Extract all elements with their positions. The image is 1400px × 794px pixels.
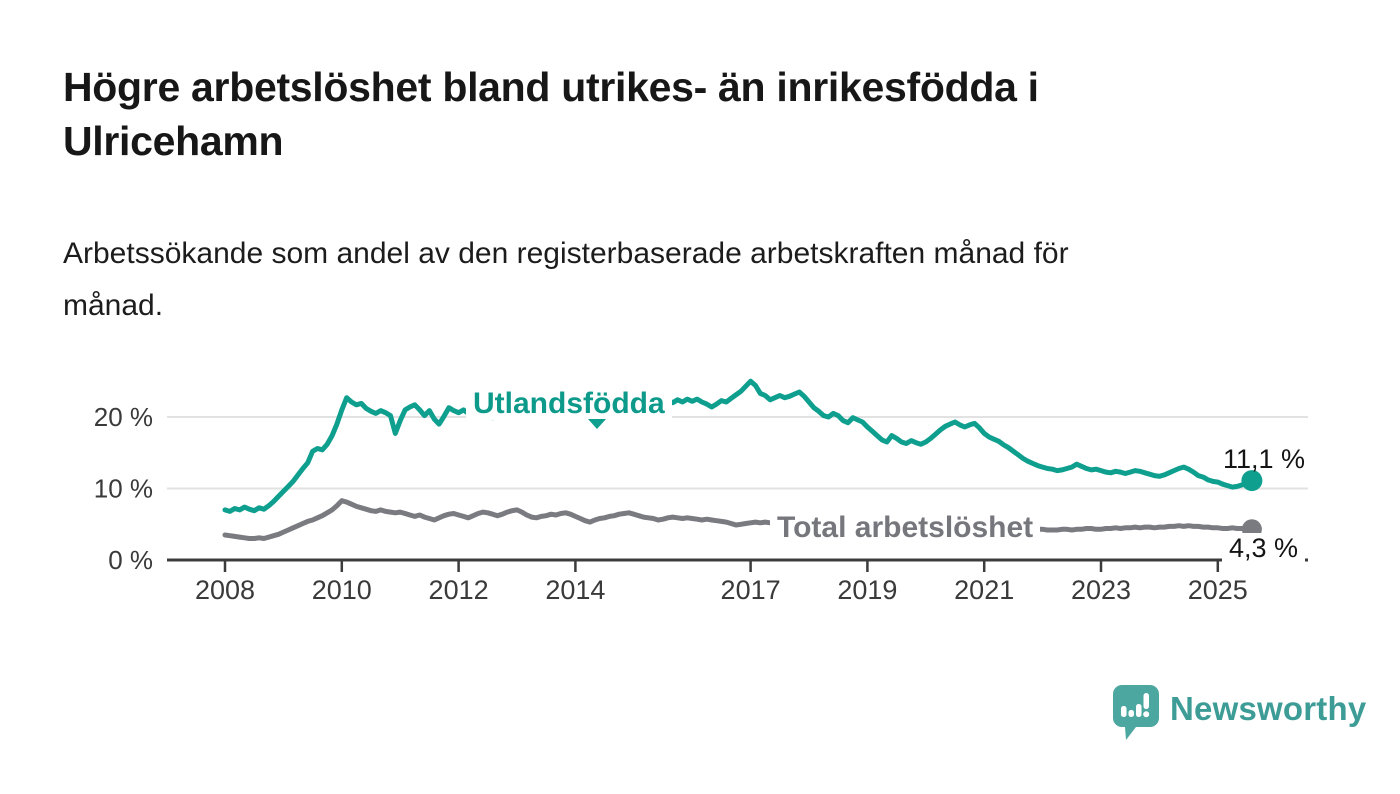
series-line-total: [222, 498, 1255, 541]
newsworthy-logo: Newsworthy: [1112, 684, 1366, 742]
newsworthy-bar-chart-bubble-icon: [1113, 685, 1159, 740]
x-tick-label: 2010: [312, 575, 372, 605]
series-label-total-arbetsloshet: Total arbetslöshet: [770, 512, 1041, 544]
page-title: Högre arbetslöshet bland utrikes- än inr…: [63, 64, 1039, 164]
endpoint-dot-utlandsfodda: [1241, 470, 1263, 492]
end-value-utlandsfodda: 11,1 %: [1223, 444, 1306, 474]
x-tick-label: 2008: [195, 575, 255, 605]
y-tick-label: 20 %: [94, 402, 153, 432]
x-tick-label: 2017: [721, 575, 781, 605]
x-tick-label: 2019: [837, 575, 897, 605]
x-tick-label: 2021: [954, 575, 1014, 605]
x-tick-label: 2014: [545, 575, 605, 605]
series-label-utlandsfodda: Utlandsfödda: [466, 388, 672, 420]
x-tick-label: 2025: [1188, 575, 1248, 605]
end-value-total: 4,3 %: [1222, 533, 1306, 563]
x-tick-label: 2012: [429, 575, 489, 605]
y-tick-label: 10 %: [94, 474, 153, 504]
series-label-pointer-icon: [588, 419, 606, 429]
y-tick-label: 0 %: [108, 545, 153, 575]
newsworthy-logo-text: Newsworthy: [1170, 690, 1367, 727]
x-tick-label: 2023: [1071, 575, 1131, 605]
page-subtitle: Arbetssökande som andel av den registerb…: [63, 237, 1069, 322]
series-line-utlandsfodda: [222, 378, 1255, 514]
